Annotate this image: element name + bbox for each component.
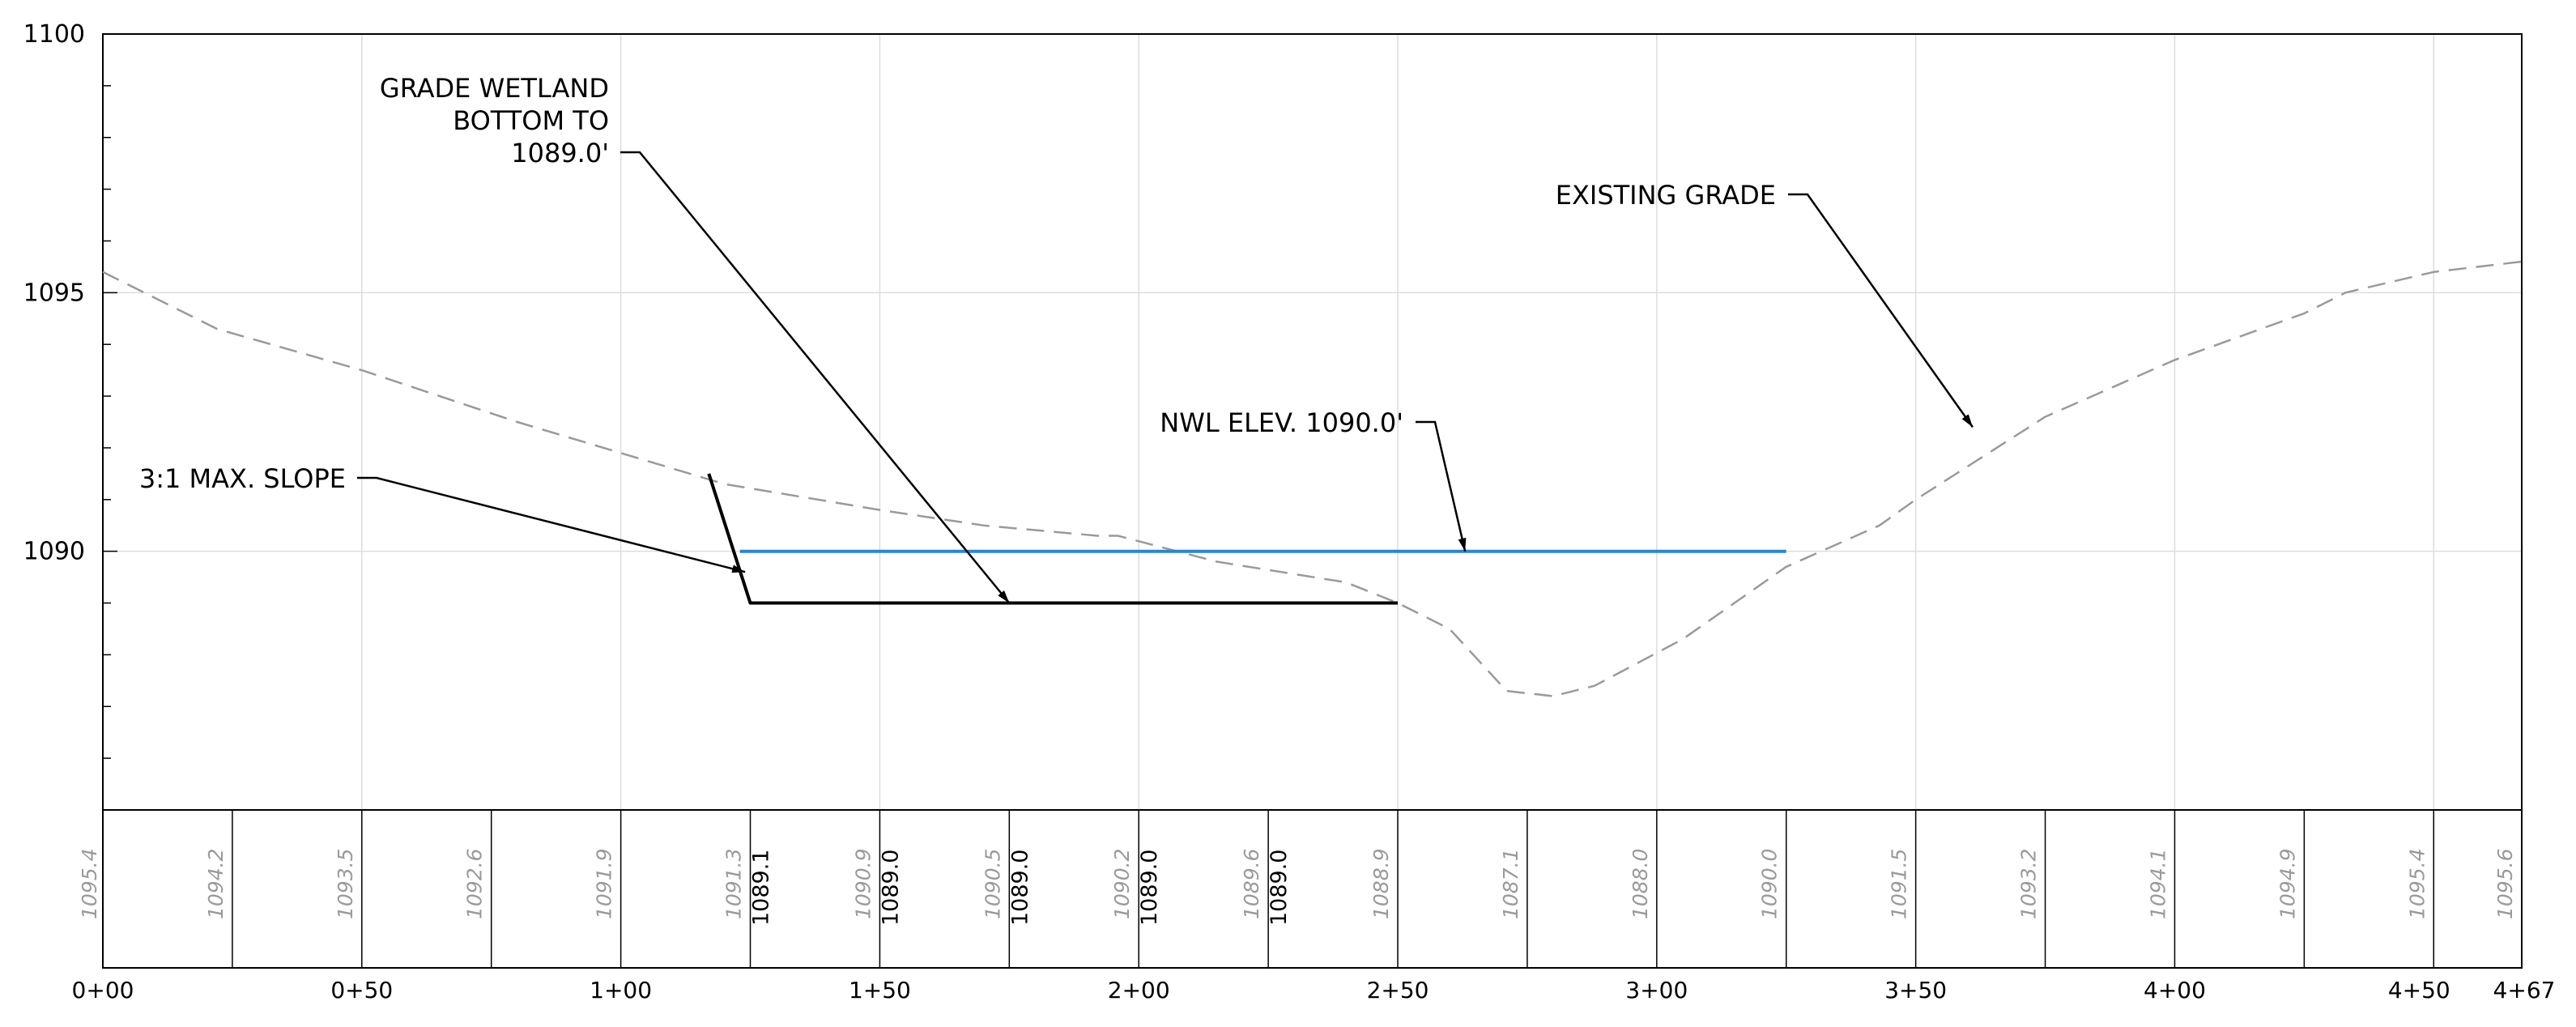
elevation-table: 0+00 0+50 1+00 1+50 2+00 2+50 3+00 3+50 4+00 4+50…	[72, 809, 2556, 1004]
existing-elevation-label: 1094.2	[204, 849, 228, 919]
callout-grade-wetland-text: GRADE WETLAND	[380, 73, 609, 104]
plot-frame	[102, 33, 2523, 811]
station-label: 0+00	[72, 977, 134, 1004]
existing-grade-line	[102, 260, 2523, 697]
callout-max-slope-arrowhead	[731, 565, 746, 573]
callout-grade-wetland-arrowhead	[998, 590, 1010, 603]
callout-existing-grade-leader	[1788, 193, 1974, 428]
existing-elevation-label: 1095.4	[2405, 849, 2429, 919]
callout-grade-wetland-leader	[620, 151, 1011, 604]
station-label: 3+00	[1625, 977, 1688, 1004]
y-tick-label: 1100	[23, 20, 85, 49]
proposed-elevation-label: 1089.1	[749, 850, 774, 926]
existing-elevation-label: 1092.6	[463, 849, 487, 919]
existing-elevation-label: 1091.5	[1888, 849, 1911, 919]
proposed-elevation-label: 1089.0	[1007, 850, 1033, 926]
callout-nwl-leader	[1416, 420, 1467, 552]
callout-grade-wetland-text: BOTTOM TO	[453, 105, 609, 136]
callout-existing-grade-text: EXISTING GRADE	[1556, 180, 1776, 211]
y-tick-label: 1090	[23, 538, 85, 566]
existing-elevation-label: 1095.6	[2493, 849, 2517, 919]
station-label: 4+67	[2493, 977, 2556, 1004]
callout-nwl-arrowhead	[1458, 537, 1467, 552]
existing-elevation-label: 1091.3	[722, 849, 746, 919]
station-label: 4+50	[2388, 977, 2450, 1004]
existing-elevation-label: 1090.5	[981, 849, 1004, 919]
axes: 1100 1095 1090	[23, 20, 2523, 811]
callout-existing-grade-arrowhead	[1961, 414, 1974, 428]
existing-elevation-label: 1090.9	[851, 849, 875, 919]
existing-elevation-label: 1094.9	[2276, 849, 2299, 919]
series-layer	[102, 260, 2523, 697]
y-tick-label: 1095	[23, 279, 85, 307]
station-label: 3+50	[1884, 977, 1947, 1004]
existing-elevation-label: 1094.1	[2146, 849, 2169, 919]
proposed-elevation-label: 1089.0	[1267, 850, 1292, 926]
existing-elevation-label: 1087.1	[1499, 849, 1522, 919]
existing-elevation-label: 1091.9	[593, 849, 616, 919]
proposed-elevation-label: 1089.0	[1137, 850, 1162, 926]
existing-elevation-label: 1093.5	[334, 849, 357, 919]
callout-max-slope-text: 3:1 MAX. SLOPE	[139, 463, 346, 494]
existing-elevation-label: 1093.2	[2017, 849, 2041, 919]
callout-nwl-text: NWL ELEV. 1090.0'	[1160, 407, 1403, 438]
existing-elevation-label: 1090.2	[1110, 849, 1134, 919]
station-label: 2+50	[1367, 977, 1429, 1004]
existing-elevation-label: 1095.4	[78, 849, 101, 919]
existing-elevation-label: 1089.6	[1240, 849, 1263, 919]
proposed-elevation-label: 1089.0	[878, 850, 903, 926]
existing-elevation-label: 1088.0	[1629, 849, 1652, 919]
station-label: 4+00	[2144, 977, 2206, 1004]
proposed-grade-line	[707, 473, 1398, 605]
existing-elevation-label: 1090.0	[1758, 849, 1782, 919]
callout-max-slope-leader	[357, 476, 746, 573]
station-label: 0+50	[330, 977, 393, 1004]
existing-elevation-label: 1088.9	[1369, 849, 1393, 919]
station-label: 1+00	[590, 977, 652, 1004]
station-label: 1+50	[849, 977, 911, 1004]
callout-grade-wetland-text: 1089.0'	[511, 138, 609, 168]
station-label: 2+00	[1108, 977, 1170, 1004]
